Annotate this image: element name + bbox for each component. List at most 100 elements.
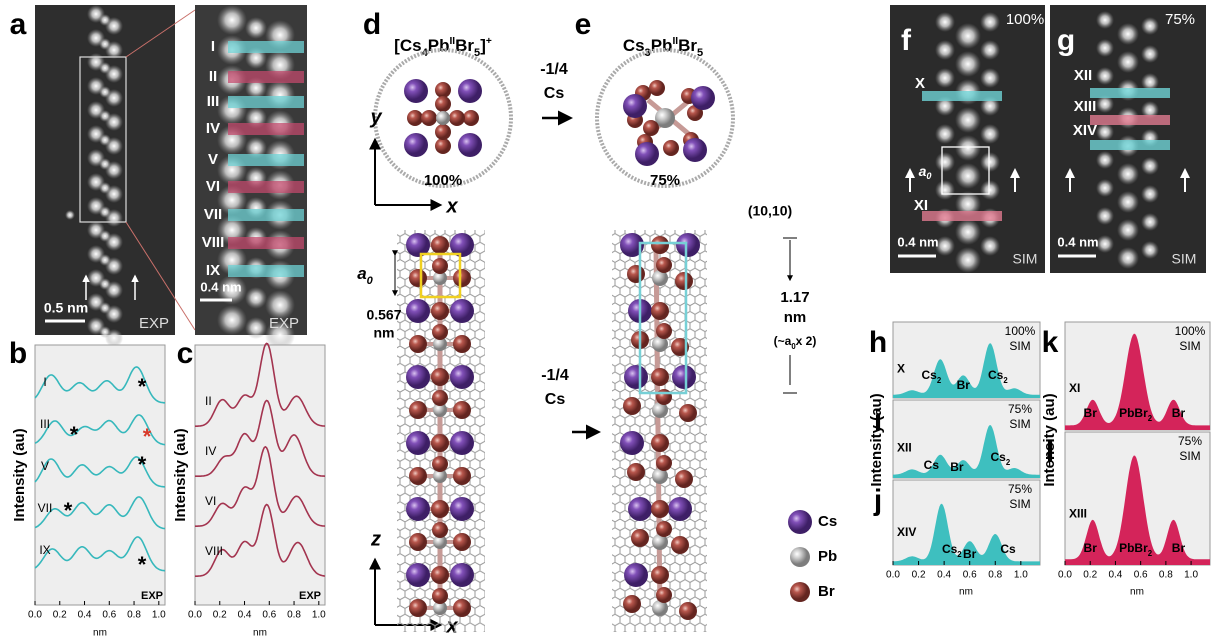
atom [431,434,449,452]
marker: * [70,422,79,447]
formula-part: Br [963,547,977,561]
y-axis-label: Intensity (au) [172,428,189,521]
atom [1096,207,1114,225]
peak-label: Cs [924,458,940,472]
shape [195,345,325,605]
atom [1096,151,1114,169]
x-axis-label: nm [959,587,973,598]
x-tick-label: 0.8 [127,610,141,621]
atom [431,368,449,386]
formula-part: Cs [623,36,645,55]
lattice-unit: nm [374,325,395,341]
peak-label: Br [1172,541,1186,555]
atom [623,397,641,415]
atom [409,533,427,551]
x-axis-label: nm [93,628,107,639]
formula-part: 2 [1003,376,1008,385]
row-label: I [43,375,46,389]
atom [656,389,672,405]
atom [980,40,1000,60]
peak-label: PbBr2 [1119,406,1153,422]
row-label: XIII [1069,507,1087,521]
atom [409,599,427,617]
formula-part: PbBr [1119,406,1148,420]
x-tick-label: 1.0 [1184,570,1198,581]
atom [1141,45,1159,63]
formula-part: Cs [991,450,1007,464]
formula-part: Br [1084,541,1098,555]
x-tick-label: 0.8 [1159,570,1173,581]
atom [935,68,955,88]
row-label: VIII [205,544,223,558]
row-label: IV [206,120,220,137]
row-label: VI [206,178,220,195]
atom [245,317,267,339]
atom [409,401,427,419]
formula-part: Br [455,36,474,55]
atom [624,563,648,587]
lattice-value: 0.567 [366,307,401,323]
atom [955,107,981,133]
formula-part: 2 [957,550,962,559]
row-label: XII [1074,67,1092,84]
row-label: XI [914,197,928,214]
atom [623,595,641,613]
atom [406,365,430,389]
atom [453,533,471,551]
atom [99,62,111,74]
atom [790,547,810,567]
formula-part: 0 [367,275,374,287]
peak-label: Br [1084,406,1098,420]
formula-part: Cs [942,542,958,556]
peak-label: Br [963,547,977,561]
note: SIM [1009,339,1030,353]
shape [1090,88,1170,98]
atom [955,135,981,161]
atom [1141,185,1159,203]
atom [1096,11,1114,29]
shape [228,265,304,277]
atom [432,522,448,538]
peak-label: Cs [1000,542,1016,556]
x-tick-label: 1.0 [152,610,166,621]
atom [643,120,659,136]
atom [980,68,1000,88]
formula-part: a [357,264,366,283]
panel-label: h [869,326,887,359]
tag: EXP [299,590,321,602]
atom [450,431,474,455]
atom [435,124,451,140]
formula-part: x 2) [796,334,817,348]
legend-label: Pb [818,548,837,565]
atom [99,14,111,26]
y-axis-label: Intensity (au) [868,393,885,486]
x-tick-label: 0.2 [1083,570,1097,581]
x-axis-label: nm [1130,587,1144,598]
marker: * [143,424,152,449]
figure: aIIIIIIIVVVIVIIVIIIIX0.5 nmEXP0.4 nmEXPb… [0,0,1231,639]
atom [955,219,981,245]
panel-label: j [873,484,882,517]
atom [620,431,644,455]
row-label: IX [39,543,50,557]
atom [217,5,247,35]
lattice-symbol: a0 [357,264,373,286]
atom [431,302,449,320]
atom [651,302,669,320]
atom [453,467,471,485]
atom [649,80,665,96]
formula-part: Br [1172,541,1186,555]
atom [99,302,111,314]
peak-label: Br [1084,541,1098,555]
peak-label: Br [950,460,964,474]
note: 75% [1008,402,1032,416]
atom [449,110,465,126]
row-label: XII [897,441,912,455]
atom [432,390,448,406]
shape [228,154,304,166]
x-tick-label: 0.4 [78,610,92,621]
atom [627,463,645,481]
formula-part: 2 [937,376,942,385]
atom [624,365,648,389]
atom [99,158,111,170]
